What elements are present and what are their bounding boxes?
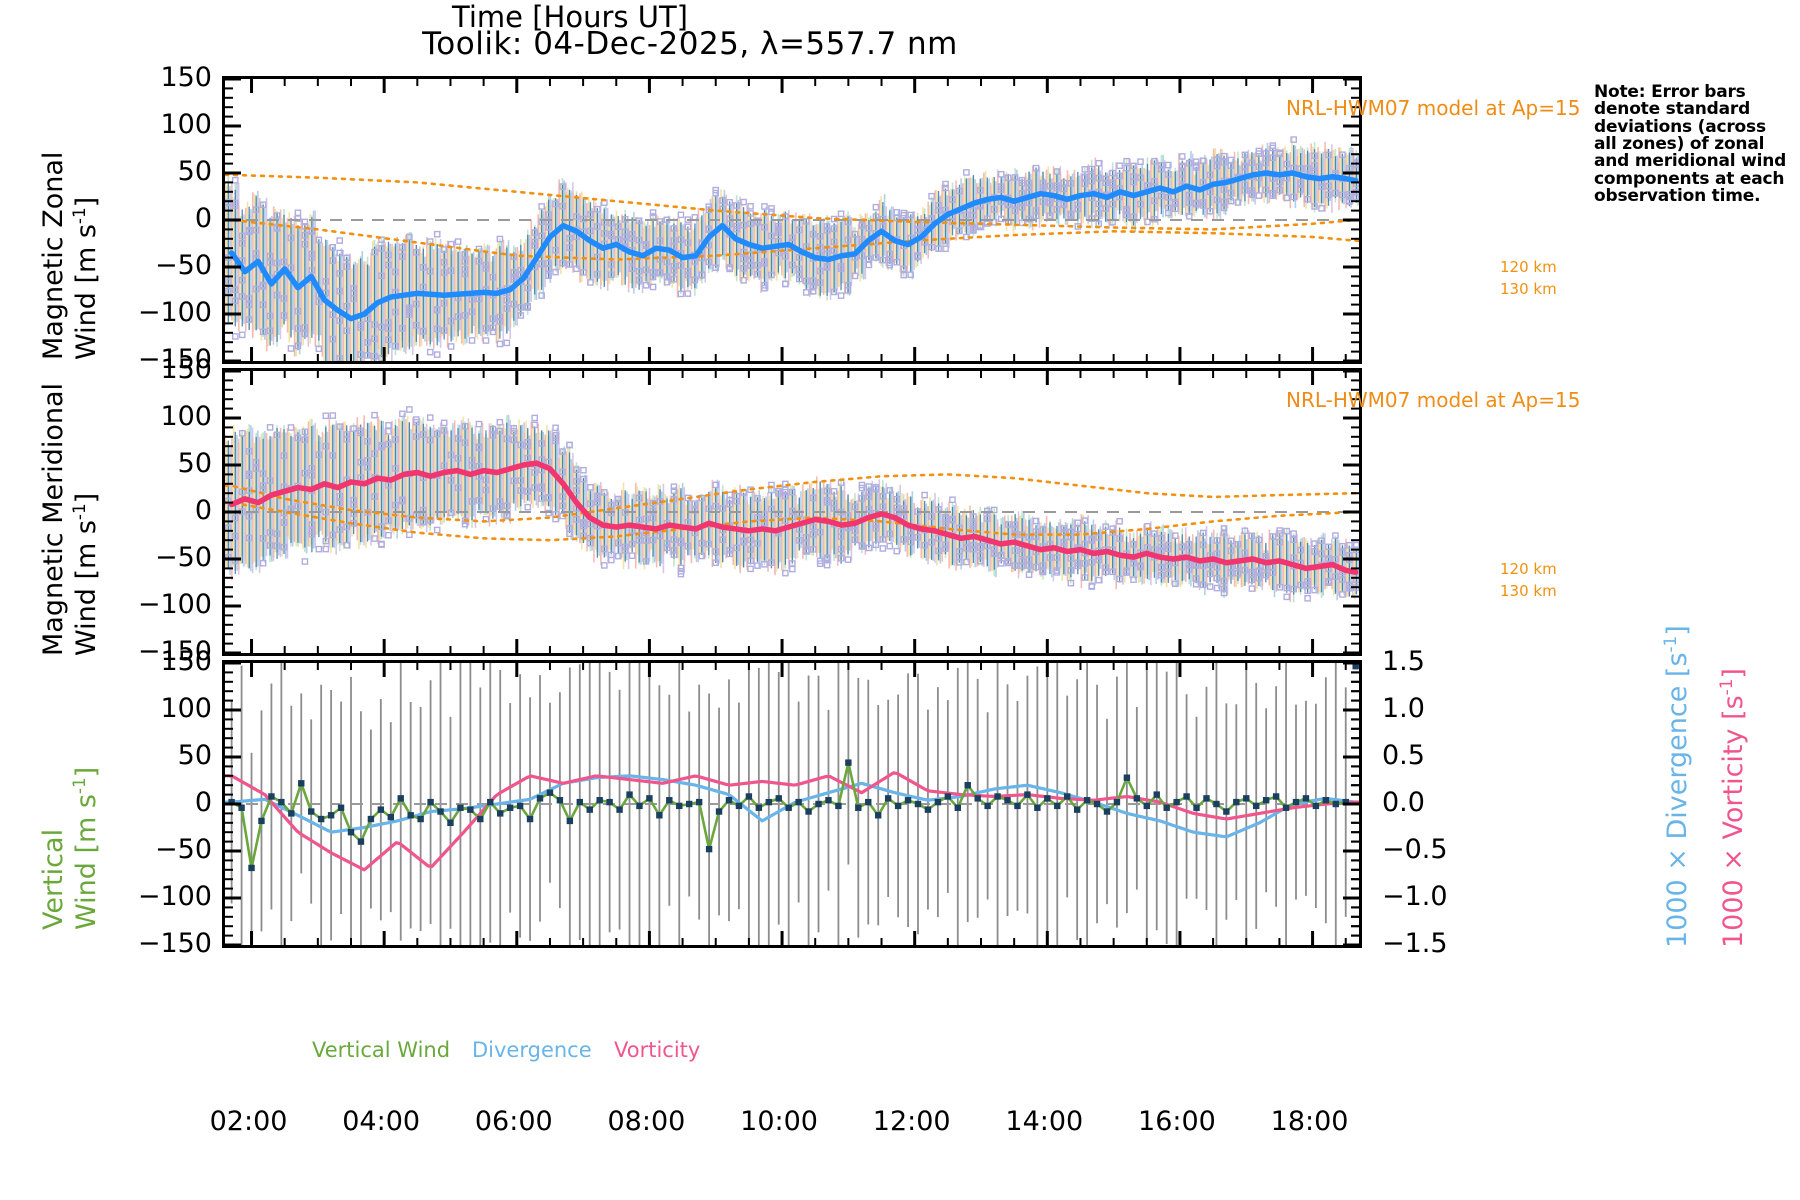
legend-divergence: Divergence — [472, 1038, 592, 1062]
rytick--1.5: −1.5 — [1382, 928, 1448, 959]
legend-vertical-wind: Vertical Wind — [312, 1038, 451, 1062]
ytick-vertical-100: 100 — [160, 693, 212, 724]
rytick--1.0: −1.0 — [1382, 881, 1448, 912]
ytick-zonal--100: −100 — [137, 297, 212, 328]
rytick--0.5: −0.5 — [1382, 834, 1448, 865]
ytick-vertical-150: 150 — [160, 646, 212, 677]
ytick-vertical--50: −50 — [155, 834, 212, 865]
panel-meridional-alt-130km: 130 km — [1500, 582, 1557, 600]
rytick-1.5: 1.5 — [1382, 646, 1425, 677]
ytick-meridional-0: 0 — [194, 495, 212, 526]
rytick-0.5: 0.5 — [1382, 740, 1425, 771]
x-axis-label: Time [Hours UT] — [452, 0, 688, 34]
xtick-12:00: 12:00 — [872, 1106, 951, 1137]
ytick-vertical--100: −100 — [137, 881, 212, 912]
panel-zonal — [222, 76, 1362, 364]
ytick-vertical-0: 0 — [194, 787, 212, 818]
xtick-14:00: 14:00 — [1005, 1106, 1084, 1137]
ytick-meridional--100: −100 — [137, 589, 212, 620]
xtick-04:00: 04:00 — [342, 1106, 421, 1137]
ytick-meridional-150: 150 — [160, 354, 212, 385]
panel-zonal-alt-120km: 120 km — [1500, 258, 1557, 276]
xtick-06:00: 06:00 — [474, 1106, 553, 1137]
ytick-zonal-0: 0 — [194, 203, 212, 234]
panel-zonal-model-label: NRL-HWM07 model at Ap=15 — [1286, 96, 1581, 120]
panel-meridional-model-label: NRL-HWM07 model at Ap=15 — [1286, 388, 1581, 412]
xtick-10:00: 10:00 — [740, 1106, 818, 1137]
panel-meridional-alt-120km: 120 km — [1500, 560, 1557, 578]
rytick-0.0: 0.0 — [1382, 787, 1425, 818]
ytick-vertical--150: −150 — [137, 928, 212, 959]
ytick-zonal-150: 150 — [160, 62, 212, 93]
ytick-vertical-50: 50 — [177, 740, 212, 771]
ytick-meridional-100: 100 — [160, 401, 212, 432]
panel-vertical — [222, 660, 1362, 948]
ytick-meridional--150: −150 — [137, 636, 212, 667]
ytick-meridional-50: 50 — [177, 448, 212, 479]
note-text: Note: Error bars denote standard deviati… — [1594, 82, 1787, 206]
xtick-18:00: 18:00 — [1270, 1106, 1349, 1137]
ytick-zonal-100: 100 — [160, 109, 212, 140]
ytick-zonal--50: −50 — [155, 250, 212, 281]
page-title: Toolik: 04-Dec-2025, λ=557.7 nm — [422, 26, 958, 62]
ytick-meridional--50: −50 — [155, 542, 212, 573]
xtick-08:00: 08:00 — [607, 1106, 686, 1137]
xtick-02:00: 02:00 — [209, 1106, 288, 1137]
right-axis-divergence-label: 1000 × Divergence [s-1] — [1660, 625, 1693, 948]
ytick-zonal-50: 50 — [177, 156, 212, 187]
ytick-zonal--150: −150 — [137, 344, 212, 375]
right-axis-vorticity-label: 1000 × Vorticity [s-1] — [1716, 668, 1749, 948]
legend-vorticity: Vorticity — [614, 1038, 701, 1062]
panel-zonal-alt-130km: 130 km — [1500, 280, 1557, 298]
rytick-1.0: 1.0 — [1382, 693, 1425, 724]
xtick-16:00: 16:00 — [1138, 1106, 1216, 1137]
panel-meridional — [222, 368, 1362, 656]
